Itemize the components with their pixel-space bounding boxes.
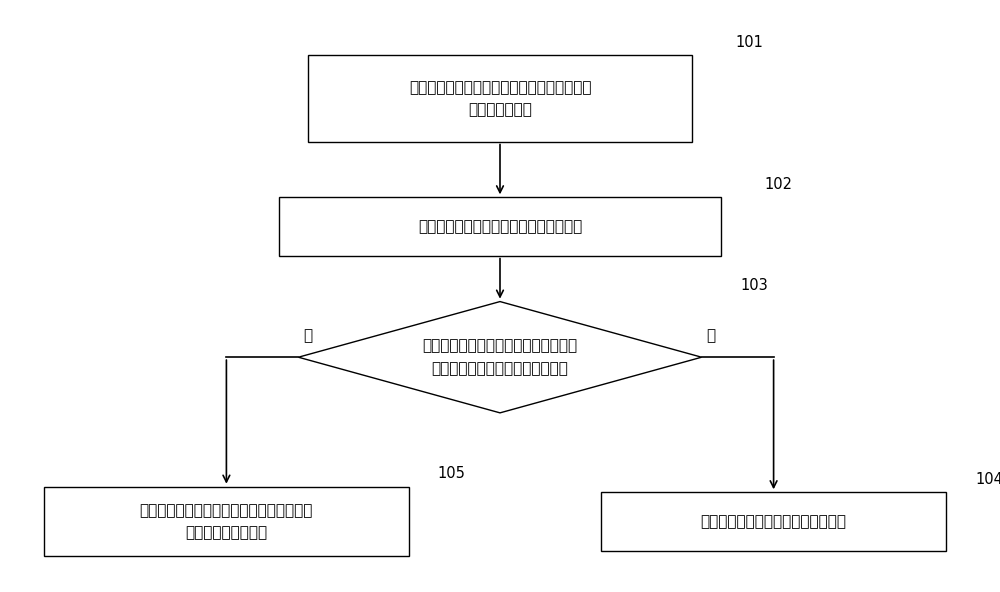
FancyBboxPatch shape: [44, 487, 409, 556]
FancyBboxPatch shape: [601, 492, 946, 551]
Text: 105: 105: [438, 466, 465, 481]
Text: 直接对该位置信息对应图标进行响应: 直接对该位置信息对应图标进行响应: [701, 514, 847, 529]
Text: 103: 103: [740, 278, 768, 293]
Text: 对所述触屏点落入的临界交集区域包括的图
标进行针对性的显示: 对所述触屏点落入的临界交集区域包括的图 标进行针对性的显示: [140, 503, 313, 540]
Text: 101: 101: [735, 35, 763, 50]
Text: 获取用户在所述屏幕上触碰点的位置信息: 获取用户在所述屏幕上触碰点的位置信息: [418, 219, 582, 234]
Text: 104: 104: [975, 472, 1000, 487]
Text: 根据所述位置信息判断所述触碰点的是
否落入相应图标的临界交集区域内: 根据所述位置信息判断所述触碰点的是 否落入相应图标的临界交集区域内: [422, 339, 578, 376]
Polygon shape: [298, 301, 702, 413]
Text: 否: 否: [707, 329, 716, 343]
Text: 根据屏幕上显示的图标分布情况获取相应图标
的临界交集区域: 根据屏幕上显示的图标分布情况获取相应图标 的临界交集区域: [409, 80, 591, 117]
Text: 102: 102: [764, 176, 792, 192]
FancyBboxPatch shape: [279, 197, 721, 256]
Text: 是: 是: [303, 329, 313, 343]
FancyBboxPatch shape: [308, 55, 692, 141]
